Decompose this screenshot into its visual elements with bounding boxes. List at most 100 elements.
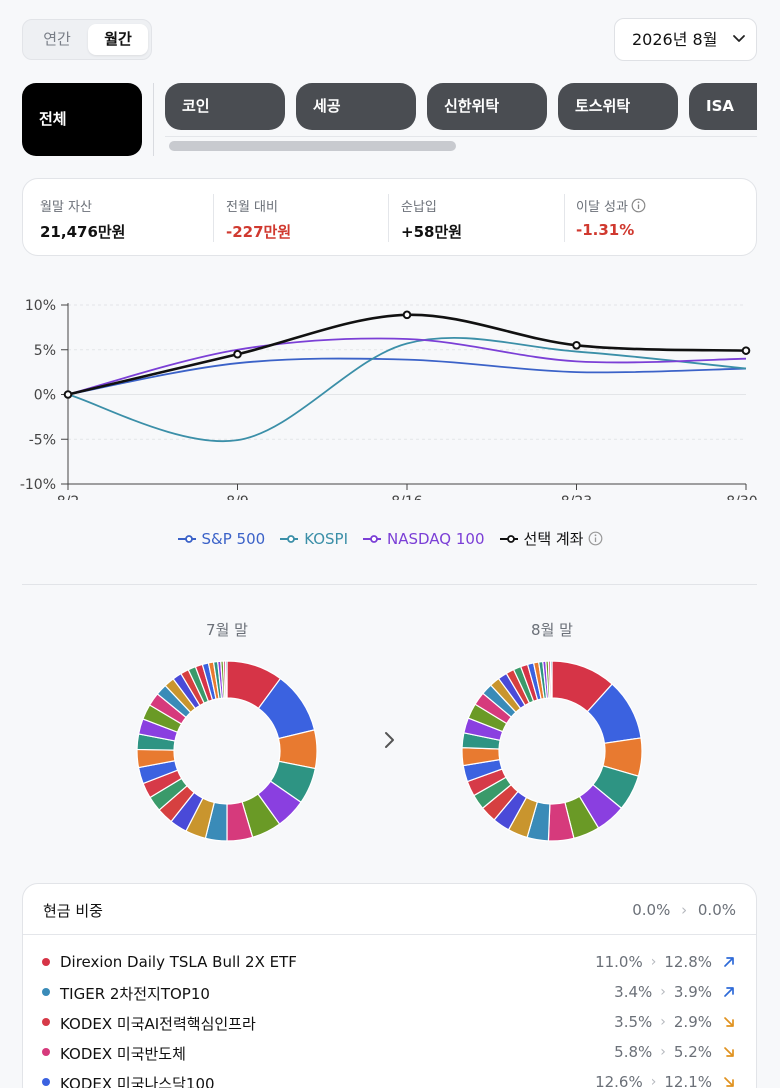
holding-name: TIGER 2차전지TOP10 xyxy=(60,985,210,1003)
trend-down-arrow-icon xyxy=(724,1017,734,1027)
trend-down-arrow-icon xyxy=(724,1047,734,1057)
trend-down-arrow-icon xyxy=(724,1077,734,1087)
holding-weight-to: 5.2% xyxy=(673,1043,712,1061)
legend-line-marker-icon xyxy=(280,534,299,543)
y-tick-label: 0% xyxy=(34,388,56,404)
donut-slice[interactable] xyxy=(549,660,553,699)
summary-net-deposit: 순납입 +58만원 xyxy=(401,196,462,242)
y-tick-label: -10% xyxy=(20,477,56,493)
holding-row[interactable]: KODEX 미국AI전력핵심인프라 3.5% › 2.9% xyxy=(23,1011,756,1035)
monthly-tab[interactable]: 월간 xyxy=(88,24,148,55)
holding-weight-to: 3.9% xyxy=(673,983,712,1001)
holding-weights: 3.5% › 2.9% xyxy=(614,1013,736,1031)
series-point xyxy=(402,310,412,320)
legend-line-marker-icon xyxy=(363,534,382,543)
summary-label: 이달 성과 xyxy=(576,200,628,215)
yearly-tab[interactable]: 연간 xyxy=(43,30,71,48)
legend-item-selected-account[interactable]: 선택 계좌 xyxy=(499,528,604,549)
holding-weight-from: 12.6% xyxy=(595,1073,643,1088)
chip-scrollbar[interactable] xyxy=(169,141,456,151)
series-line-1 xyxy=(67,336,747,443)
summary-divider xyxy=(388,194,389,242)
performance-line-chart: 10% 5% 0% -5% -10%8/2 8/9 8/16 8/23 8/30 xyxy=(20,298,758,500)
legend-label: NASDAQ 100 xyxy=(387,529,485,548)
legend-item-nasdaq100[interactable]: NASDAQ 100 xyxy=(362,528,485,549)
summary-mom-change: 전월 대비 -227만원 xyxy=(226,196,291,242)
chevron-right-icon: › xyxy=(660,1014,666,1030)
holding-weights: 3.4% › 3.9% xyxy=(614,983,736,1001)
summary-value: +58만원 xyxy=(401,223,463,241)
cash-from: 0.0% xyxy=(632,901,671,919)
legend-item-kospi[interactable]: KOSPI xyxy=(279,528,348,549)
info-icon[interactable] xyxy=(631,198,646,213)
month-select[interactable]: 2026년 8월 xyxy=(614,18,757,61)
summary-label: 순납입 xyxy=(401,200,437,215)
summary-value: -227만원 xyxy=(226,223,292,241)
donut-title-august: 8월 말 xyxy=(531,621,573,639)
holding-row[interactable]: KODEX 미국나스닥100 12.6% › 12.1% xyxy=(23,1071,756,1088)
holding-weight-to: 12.1% xyxy=(664,1073,712,1088)
donut-title-july: 7월 말 xyxy=(206,621,248,639)
holding-color-dot xyxy=(42,1078,50,1086)
series-line-3 xyxy=(67,313,747,396)
donut-slice[interactable] xyxy=(224,660,228,699)
cash-to: 0.0% xyxy=(697,901,736,919)
series-point xyxy=(233,349,242,359)
filter-chip-isa[interactable]: ISA xyxy=(689,83,757,130)
chevron-right-icon: › xyxy=(681,901,688,919)
holding-name: KODEX 미국반도체 xyxy=(60,1045,186,1063)
summary-label: 월말 자산 xyxy=(40,200,92,215)
legend-item-sp500[interactable]: S&P 500 xyxy=(177,528,265,549)
holding-row[interactable]: Direxion Daily TSLA Bull 2X ETF 11.0% › 12.… xyxy=(23,951,756,975)
holding-weights: 5.8% › 5.2% xyxy=(614,1043,736,1061)
chevron-right-icon xyxy=(385,732,394,748)
holding-weight-to: 2.9% xyxy=(673,1013,712,1031)
holding-color-dot xyxy=(42,958,50,966)
legend-label: KOSPI xyxy=(304,529,349,548)
holding-row[interactable]: KODEX 미국반도체 5.8% › 5.2% xyxy=(23,1041,756,1065)
chevron-down-icon xyxy=(733,35,745,42)
filter-chip-segong[interactable]: 세공 xyxy=(296,83,416,130)
holding-weight-from: 3.4% xyxy=(614,983,653,1001)
chevron-right-icon: › xyxy=(650,954,657,970)
holding-weights: 12.6% › 12.1% xyxy=(595,1073,736,1088)
cash-ratio-values: 0.0% › 0.0% xyxy=(632,901,736,919)
chart-legend: S&P 500 KOSPI NASDAQ 100 선택 계좌 xyxy=(0,528,780,549)
legend-line-marker-icon xyxy=(177,534,196,543)
y-tick-label: 10% xyxy=(25,298,56,314)
summary-label: 전월 대비 xyxy=(226,200,278,215)
x-tick-label: 8/2 xyxy=(57,494,80,500)
holding-weight-from: 11.0% xyxy=(595,953,643,971)
summary-divider xyxy=(564,194,565,242)
legend-line-marker-icon xyxy=(499,534,518,543)
x-tick-label: 8/30 xyxy=(726,494,757,500)
filter-chip-coin[interactable]: 코인 xyxy=(165,83,285,130)
chip-track-line xyxy=(165,136,757,137)
holding-name: Direxion Daily TSLA Bull 2X ETF xyxy=(60,953,297,971)
trend-up-arrow-icon xyxy=(724,987,734,997)
filter-chip-toss[interactable]: 토스위탁 xyxy=(558,83,678,130)
holding-color-dot xyxy=(42,1018,50,1026)
info-icon[interactable] xyxy=(588,531,603,546)
summary-divider xyxy=(213,194,214,242)
holding-color-dot xyxy=(42,988,50,996)
chevron-right-icon: › xyxy=(660,984,666,1000)
filter-chip-shinhan[interactable]: 신한위탁 xyxy=(427,83,547,130)
holding-weight-to: 12.8% xyxy=(664,953,712,971)
filter-chip-list: 코인 세공 신한위탁 토스위탁 ISA xyxy=(165,83,757,130)
allocation-donut-july xyxy=(136,660,318,842)
holding-weight-from: 5.8% xyxy=(614,1043,653,1061)
month-select-value: 2026년 8월 xyxy=(632,30,718,49)
chevron-right-icon: › xyxy=(660,1044,666,1060)
allocation-donut-august xyxy=(461,660,643,842)
y-tick-label: 5% xyxy=(34,343,56,359)
holding-weights: 11.0% › 12.8% xyxy=(595,953,736,971)
series-point xyxy=(63,390,73,399)
holding-row[interactable]: TIGER 2차전지TOP10 3.4% › 3.9% xyxy=(23,981,756,1005)
series-point xyxy=(741,346,751,355)
cash-ratio-row: 현금 비중 0.0% › 0.0% xyxy=(23,884,756,935)
series-line-0 xyxy=(67,357,747,396)
x-tick-label: 8/23 xyxy=(561,494,592,500)
chevron-right-icon: › xyxy=(650,1074,657,1088)
filter-all-button[interactable]: 전체 xyxy=(22,83,142,156)
